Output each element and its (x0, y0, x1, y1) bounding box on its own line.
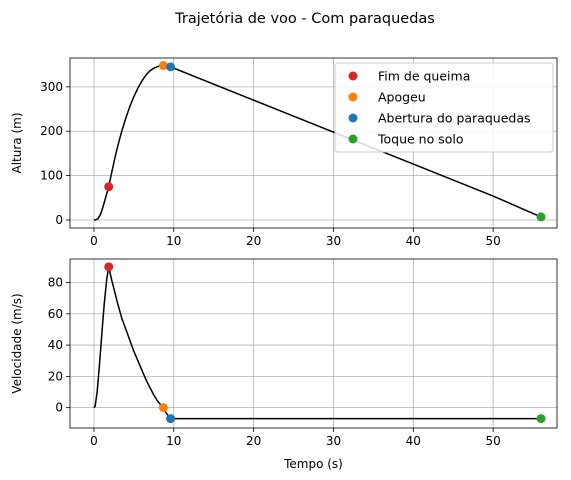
legend-marker (348, 113, 358, 123)
height-ticks: 0 10 20 30 40 50 0 100 200 300 (40, 80, 501, 248)
event-point (158, 61, 168, 71)
velocity-line (93, 266, 542, 420)
legend-marker (348, 92, 358, 102)
y-tick-label: 0 (55, 401, 63, 415)
event-point (158, 403, 168, 413)
event-point (536, 414, 546, 424)
velocity-grid (70, 259, 557, 428)
x-tick-label: 10 (166, 234, 181, 248)
x-tick-label: 20 (246, 234, 261, 248)
height-axes-frame (69, 57, 558, 229)
x-tick-label: 30 (326, 434, 341, 448)
legend-marker (348, 71, 358, 81)
y-tick-label: 20 (48, 369, 63, 383)
velocity-axes-frame (69, 258, 558, 429)
velocity-ticks: 0 10 20 30 40 50 0 20 40 60 80 (48, 275, 501, 448)
event-point (166, 62, 176, 72)
x-tick-label: 40 (406, 234, 421, 248)
legend-box (334, 62, 554, 153)
x-tick-label: 30 (326, 234, 341, 248)
x-tick-label: 0 (90, 234, 98, 248)
y-tick-label: 300 (40, 80, 63, 94)
y-tick-label: 200 (40, 124, 63, 138)
x-tick-label: 10 (166, 434, 181, 448)
x-tick-label: 50 (485, 434, 500, 448)
height-ylabel: Altura (m) (10, 112, 24, 173)
event-point (536, 212, 546, 222)
event-point (104, 182, 114, 192)
legend-marker (348, 134, 358, 144)
y-tick-label: 80 (48, 275, 63, 289)
y-tick-label: 60 (48, 307, 63, 321)
velocity-xlabel: Tempo (s) (283, 457, 343, 471)
event-point (104, 262, 114, 272)
y-tick-label: 0 (55, 213, 63, 227)
legend-entry: Toque no solo (377, 132, 464, 147)
height-line (93, 64, 542, 221)
legend-entry: Apogeu (378, 90, 426, 105)
figure-title: Trajetória de voo - Com paraquedas (174, 11, 435, 27)
x-tick-label: 0 (90, 434, 98, 448)
height-event-points (104, 61, 546, 222)
legend-entry: Fim de queima (378, 69, 470, 84)
x-tick-label: 40 (406, 434, 421, 448)
height-subplot: 0 10 20 30 40 50 0 100 200 300 Altura (m) Fim de … (10, 57, 558, 248)
velocity-event-points (104, 262, 546, 424)
x-tick-label: 50 (485, 234, 500, 248)
legend-entry: Abertura do paraquedas (378, 111, 531, 126)
y-tick-label: 100 (40, 169, 63, 183)
x-tick-label: 20 (246, 434, 261, 448)
legend: Fim de queima Apogeu Abertura do paraqueda… (334, 62, 554, 153)
velocity-ylabel: Velocidade (m/s) (10, 293, 24, 393)
event-point (166, 414, 176, 424)
y-tick-label: 40 (48, 338, 63, 352)
velocity-subplot: 0 10 20 30 40 50 0 20 40 60 80 Velocidade (m/s) Te… (10, 258, 558, 471)
